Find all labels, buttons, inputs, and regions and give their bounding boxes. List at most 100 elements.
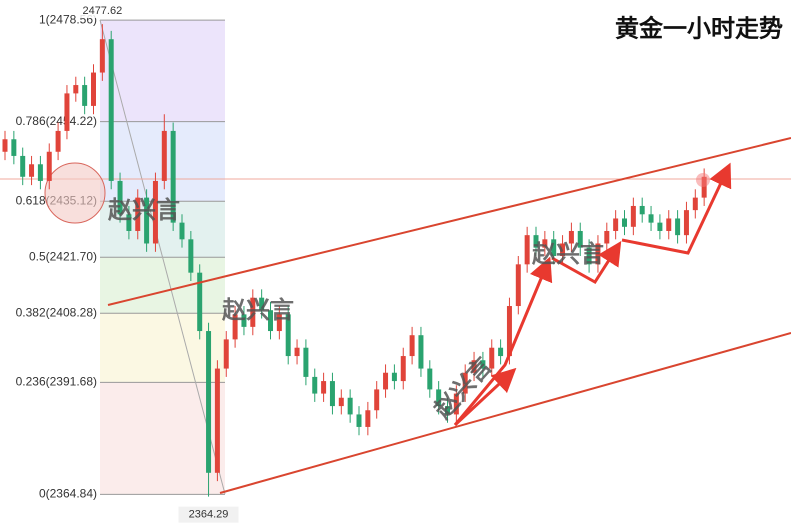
candle-body [117,180,123,215]
candle-body [577,230,583,248]
candle-body [268,310,273,332]
fib-label: 0.786(2454.22) [16,114,97,128]
candle-body [232,314,238,340]
candle-body [445,406,450,415]
high-label: 2477.62 [82,5,122,17]
candle-body [533,235,539,248]
candle-body [294,347,300,357]
arrow [453,256,553,426]
candle-body [2,139,8,152]
fib-band [100,20,225,122]
candle-body [356,414,362,427]
watermark: 赵兴言 [221,295,294,324]
candle-body [29,164,35,177]
fib-band [100,313,225,383]
candle-body [515,264,521,307]
highlight-circle [44,162,106,224]
high-label-bg [76,4,129,19]
candle-body [542,239,548,248]
candle-body [586,247,592,265]
candle-body [161,130,167,181]
candle-body [630,205,636,227]
candle-body [152,180,158,244]
candle-body [365,410,371,427]
candle-body [427,368,433,390]
candle-body [99,39,105,73]
candle-body [374,389,380,411]
fib-label: 0.5(2421.70) [29,249,97,263]
candle-body [480,360,486,369]
candle-body [701,176,707,198]
low-label: 2364.29 [189,509,229,521]
candle-body [506,306,512,357]
candle-body [471,360,477,373]
candle-body [46,151,52,181]
candle-body [135,197,141,231]
candle-body [462,372,468,394]
candle-body [241,314,247,327]
candle-body [551,239,557,256]
candle-body [436,389,442,407]
candle-body [560,243,566,256]
candle-body [179,222,185,240]
candle-body [73,85,79,94]
candle-body [250,297,256,327]
fib-band [100,382,225,495]
watermark: 赵兴言 [107,195,180,224]
candle-body [170,130,176,223]
candle-body [223,339,229,369]
candle-body [144,197,150,244]
candle-body [197,272,203,332]
arrow [453,367,517,427]
candle-body [55,130,61,152]
candle-body [108,39,114,181]
fib-label: 0(2364.84) [39,486,97,500]
candle-body [188,239,194,273]
fib-label: 0.382(2408.28) [16,305,97,319]
candle-body [568,230,574,244]
candle-body [285,314,291,357]
low-label-bg [178,506,239,523]
trend-arrows [453,162,732,427]
arrow [551,240,622,284]
candle-body [11,139,17,156]
candle-body [648,214,654,223]
watermark: 赵兴言 [531,239,604,268]
candle-body [391,372,397,382]
candle-body [524,235,530,265]
candle-body [321,381,327,394]
channel-upper [107,137,791,306]
channel-lower [219,332,791,494]
candle-body [622,218,627,227]
candle-body [214,368,220,473]
fib-label: 0.236(2391.68) [16,375,97,389]
candle-body [82,85,88,106]
candle-body [692,197,698,211]
candle-body [126,214,132,231]
fib-band [100,257,225,314]
candle-body [400,356,406,382]
candle-body [20,155,26,177]
candle-body [639,205,645,215]
candle-body [303,347,309,377]
candle-body [683,210,689,236]
candle-body [657,222,663,231]
price-dot [696,173,710,187]
candle-body [453,393,459,415]
fib-diagonal [99,19,226,495]
candle-body [613,218,619,231]
candle-body [206,331,212,473]
candle-body [338,397,344,407]
candle-body [418,335,424,369]
candle-body [259,297,265,311]
candle-body [498,347,504,357]
candle-body [595,243,601,265]
candle-body [276,314,282,332]
candle-body [329,381,335,407]
candle-body [91,72,96,106]
candle-body [489,347,495,369]
candle-body [383,372,389,390]
candle-body [64,93,70,131]
candle-body [666,218,672,231]
